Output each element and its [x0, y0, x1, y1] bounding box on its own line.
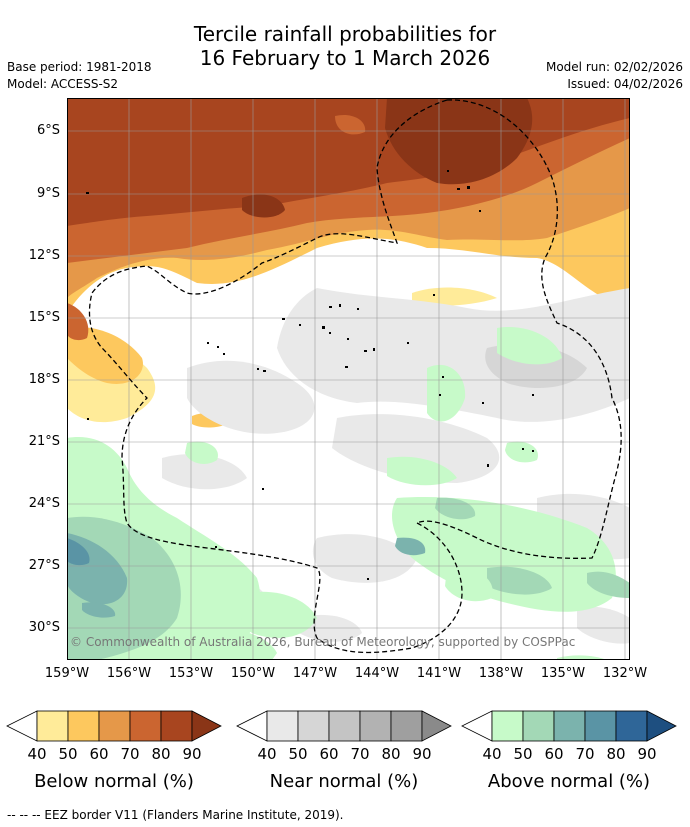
cb-below-70-80: [129, 710, 162, 742]
colorbar-above-normal: [461, 710, 677, 742]
lat-label-24s: 24°S: [28, 496, 60, 511]
meta-left: Base period: 1981-2018 Model: ACCESS-S2: [7, 59, 152, 93]
gridlines: [67, 98, 630, 660]
cb-near-tick-40: 40: [257, 745, 277, 763]
copyright-text: © Commonwealth of Australia 2026, Bureau…: [70, 635, 575, 649]
cb-above-60-70: [553, 710, 586, 742]
model-name: Model: ACCESS-S2: [7, 77, 119, 91]
lon-label-138w: 138°W: [478, 666, 524, 681]
cb-above-extend-high: [646, 710, 677, 742]
cb-above-tick-40: 40: [482, 745, 502, 763]
cb-below-tick-40: 40: [27, 745, 47, 763]
cb-below-40-50: [36, 710, 69, 742]
lat-label-21s: 21°S: [28, 434, 60, 449]
cb-above-tick-50: 50: [513, 745, 533, 763]
cb-below-tick-90: 90: [182, 745, 202, 763]
eez-footnote: -- -- -- EEZ border V11 (Flanders Marine…: [7, 808, 344, 822]
cb-below-tick-70: 70: [120, 745, 140, 763]
colorbar-near-label: Near normal (%): [269, 771, 419, 792]
cb-below-60-70: [98, 710, 131, 742]
cb-near-40-50: [266, 710, 299, 742]
above-normal-region: [67, 327, 630, 660]
islands: [86, 170, 534, 580]
cb-above-70-80: [584, 710, 617, 742]
lon-label-150w: 150°W: [230, 666, 276, 681]
lat-label-9s: 9°S: [36, 186, 60, 201]
cb-above-40-50: [491, 710, 524, 742]
title-line-2: 16 February to 1 March 2026: [199, 46, 491, 70]
lon-label-144w: 144°W: [354, 666, 400, 681]
cb-near-tick-80: 80: [381, 745, 401, 763]
lat-label-30s: 30°S: [28, 620, 60, 635]
eez-borders: [88, 99, 622, 654]
cb-above-tick-90: 90: [637, 745, 657, 763]
lon-label-153w: 153°W: [168, 666, 214, 681]
lon-label-132w: 132°W: [602, 666, 648, 681]
cb-above-tick-80: 80: [606, 745, 626, 763]
below-normal-region: [67, 98, 630, 428]
cb-above-tick-70: 70: [575, 745, 595, 763]
cb-below-50-60: [67, 710, 100, 742]
cb-near-extend-low: [236, 710, 268, 742]
cb-near-80-90: [390, 710, 423, 742]
rainfall-map: © Commonwealth of Australia 2026, Bureau…: [67, 98, 630, 660]
colorbar-above-label: Above normal (%): [487, 771, 651, 792]
cb-below-tick-60: 60: [89, 745, 109, 763]
cb-near-60-70: [328, 710, 361, 742]
colorbar-below-label: Below normal (%): [34, 771, 194, 792]
cb-near-50-60: [297, 710, 330, 742]
lon-label-156w: 156°W: [106, 666, 152, 681]
issued-date: Issued: 04/02/2026: [567, 77, 683, 91]
cb-near-tick-50: 50: [288, 745, 308, 763]
lon-label-135w: 135°W: [540, 666, 586, 681]
cb-below-extend-high: [191, 710, 222, 742]
cb-below-extend-low: [6, 710, 38, 742]
lat-label-15s: 15°S: [28, 310, 60, 325]
base-period: Base period: 1981-2018: [7, 60, 152, 74]
cb-below-tick-50: 50: [58, 745, 78, 763]
cb-below-tick-80: 80: [151, 745, 171, 763]
lon-label-159w: 159°W: [44, 666, 90, 681]
cb-near-tick-70: 70: [350, 745, 370, 763]
lat-label-27s: 27°S: [28, 558, 60, 573]
lat-label-18s: 18°S: [28, 372, 60, 387]
near-normal-region: [162, 288, 630, 644]
colorbar-below-normal: [6, 710, 222, 742]
cb-above-tick-60: 60: [544, 745, 564, 763]
cb-near-tick-90: 90: [412, 745, 432, 763]
map-frame: [67, 98, 630, 660]
lon-label-141w: 141°W: [416, 666, 462, 681]
cb-near-tick-60: 60: [319, 745, 339, 763]
cb-above-80-90: [615, 710, 648, 742]
model-run: Model run: 02/02/2026: [545, 60, 683, 74]
cb-near-extend-high: [421, 710, 452, 742]
lon-label-147w: 147°W: [292, 666, 338, 681]
title-line-1: Tercile rainfall probabilities for: [193, 22, 497, 46]
map-title: Tercile rainfall probabilities for 16 Fe…: [0, 22, 690, 70]
lat-label-6s: 6°S: [36, 123, 60, 138]
lat-label-12s: 12°S: [28, 248, 60, 263]
cb-above-extend-low: [461, 710, 493, 742]
cb-above-50-60: [522, 710, 555, 742]
meta-right: Model run: 02/02/2026 Issued: 04/02/2026: [546, 59, 683, 93]
colorbar-near-normal: [236, 710, 452, 742]
cb-near-70-80: [359, 710, 392, 742]
cb-below-80-90: [160, 710, 193, 742]
